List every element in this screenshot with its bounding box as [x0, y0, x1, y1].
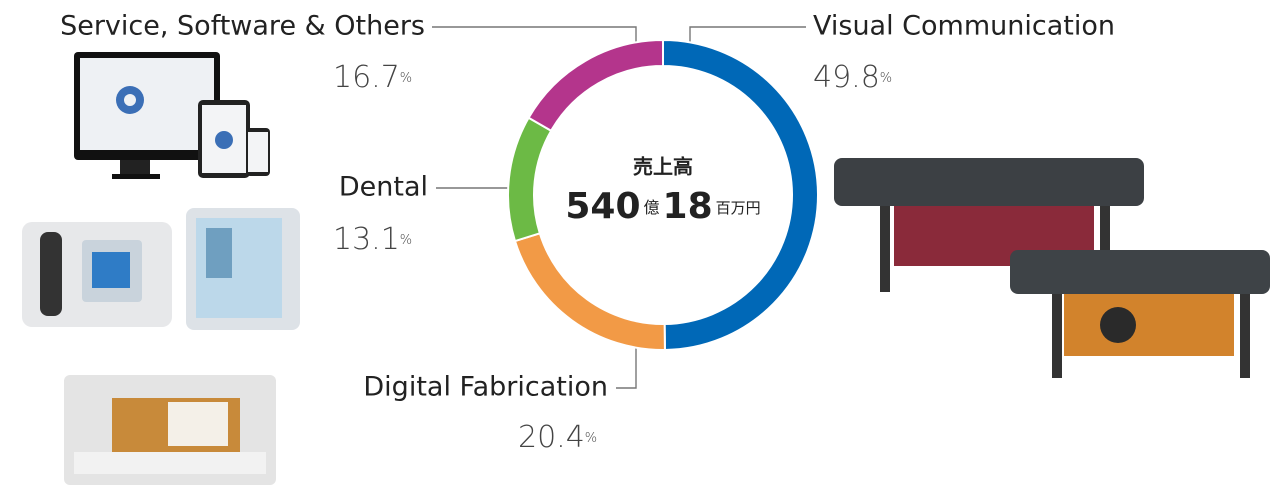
category-label: Digital Fabrication — [363, 372, 608, 403]
desktop-printer — [64, 375, 276, 485]
donut-segment — [507, 116, 553, 243]
center-total-part: 18 — [663, 186, 713, 227]
value-label: 13.1% — [333, 222, 412, 257]
center-total-part: 540 — [565, 186, 640, 227]
dental-machines — [22, 208, 300, 330]
leader-line — [616, 340, 637, 389]
category-label: Service, Software & Others — [60, 11, 425, 42]
category-label: Dental — [339, 172, 428, 203]
center-title: 売上高 — [633, 155, 693, 179]
software-devices — [74, 52, 270, 179]
donut-segment — [513, 232, 666, 351]
donut-segment — [527, 38, 664, 133]
center-total-part: 百万円 — [716, 199, 761, 217]
center-total-part: 億 — [644, 198, 660, 217]
donut — [507, 38, 819, 352]
large-printers — [834, 158, 1270, 378]
value-label: 20.4% — [518, 420, 597, 455]
center-total: 540 億18 百万円 — [565, 186, 760, 227]
value-label: 16.7% — [333, 60, 412, 95]
category-label: Visual Communication — [813, 11, 1115, 42]
value-label: 49.8% — [813, 60, 892, 95]
